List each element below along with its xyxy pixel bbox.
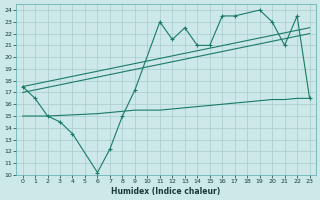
X-axis label: Humidex (Indice chaleur): Humidex (Indice chaleur) bbox=[111, 187, 221, 196]
